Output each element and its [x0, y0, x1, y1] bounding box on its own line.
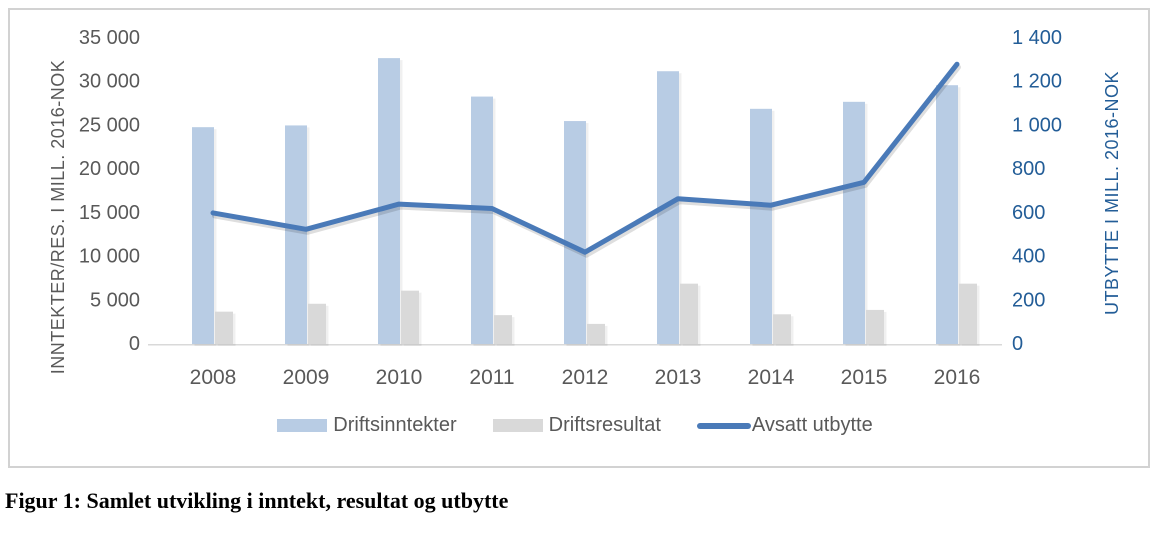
bar-driftsresultat-2008 — [215, 311, 233, 344]
bar-driftsinntekter-2016 — [936, 85, 958, 344]
right-axis-tick: 1 400 — [1012, 27, 1062, 49]
legend-label-driftsinntekter: Driftsinntekter — [333, 414, 457, 436]
line-shadow — [212, 64, 961, 258]
left-axis-tick: 25 000 — [79, 114, 140, 136]
x-axis-labels: 2008 2009 2010 2011 2012 2013 2014 2015 2016 — [190, 366, 981, 389]
avsatt-utbytte-line-swatch-icon — [696, 422, 751, 429]
chart-canvas: 0 5 000 10 000 15 000 20 000 25 000 30 000 35 0… — [79, 27, 1062, 389]
bar-driftsresultat-2009 — [308, 303, 326, 344]
legend-item-driftsresultat: Driftsresultat — [492, 414, 661, 437]
bar-driftsresultat-2014 — [773, 314, 791, 344]
legend-label-driftsresultat: Driftsresultat — [548, 414, 661, 436]
left-axis-tick: 0 — [129, 333, 140, 355]
right-axis-tick-labels: 0 200 400 600 800 1 000 1 200 1 400 — [1012, 27, 1062, 355]
bar-driftsinntekter-2014 — [750, 108, 772, 345]
bar-driftsinntekter-2011 — [471, 96, 493, 344]
x-axis-label-2010: 2010 — [376, 366, 423, 389]
left-axis-tick: 10 000 — [79, 246, 140, 268]
left-axis-tick: 20 000 — [79, 158, 140, 180]
right-axis-tick: 600 — [1012, 202, 1045, 224]
left-axis-title: INNTEKTER/RES. I MILL. 2016-NOK — [48, 59, 68, 375]
bar-driftsinntekter-2009 — [285, 125, 307, 344]
bar-driftsresultat-2010 — [401, 290, 419, 344]
x-axis-label-2012: 2012 — [562, 366, 609, 389]
driftsresultat-swatch-icon — [492, 419, 543, 432]
left-axis-tick: 35 000 — [79, 27, 140, 49]
bar-driftsinntekter-2010 — [378, 58, 400, 344]
bar-driftsinntekter-2008 — [192, 127, 214, 344]
bar-driftsinntekter-2012 — [564, 121, 586, 344]
bar-driftsinntekter-2015 — [843, 101, 865, 344]
bar-driftsresultat-2016 — [959, 283, 977, 344]
bar-driftsresultat-2012 — [587, 323, 605, 344]
legend-item-avsatt-utbytte: Avsatt utbytte — [696, 414, 873, 437]
left-axis-tick: 5 000 — [90, 289, 140, 311]
bars-driftsinntekter — [192, 58, 961, 347]
left-axis-tick: 30 000 — [79, 71, 140, 93]
x-axis-label-2013: 2013 — [655, 366, 702, 389]
bar-driftsresultat-2013 — [680, 283, 698, 344]
right-axis-tick: 0 — [1012, 333, 1023, 355]
x-axis-label-2009: 2009 — [283, 366, 330, 389]
right-axis-tick: 800 — [1012, 158, 1045, 180]
legend-label-avsatt-utbytte: Avsatt utbytte — [751, 414, 873, 436]
x-axis-label-2014: 2014 — [748, 366, 795, 389]
line-path — [210, 61, 960, 255]
left-axis-tick: 15 000 — [79, 202, 140, 224]
chart-legend: Driftsinntekter Driftsresultat Avsatt ut… — [140, 414, 1010, 437]
bar-driftsresultat-2015 — [866, 309, 884, 344]
bar-driftsinntekter-2013 — [657, 71, 679, 345]
right-axis-tick: 1 200 — [1012, 71, 1062, 93]
x-axis-label-2015: 2015 — [841, 366, 888, 389]
right-axis-tick: 400 — [1012, 246, 1045, 268]
driftsinntekter-swatch-icon — [277, 419, 328, 432]
figure-caption: Figur 1: Samlet utvikling i inntekt, res… — [5, 488, 509, 513]
x-axis-label-2016: 2016 — [934, 366, 981, 389]
right-axis-title: UTBYTTE I MILL. 2016-NOK — [1102, 70, 1122, 316]
chart-frame: 0 5 000 10 000 15 000 20 000 25 000 30 000 35 0… — [8, 8, 1150, 468]
line-avsatt-utbytte — [210, 61, 961, 258]
left-axis-tick-labels: 0 5 000 10 000 15 000 20 000 25 000 30 000 35 0… — [79, 27, 140, 355]
bars-driftsresultat — [215, 283, 980, 346]
legend-item-driftsinntekter: Driftsinntekter — [277, 414, 457, 437]
x-axis-label-2008: 2008 — [190, 366, 237, 389]
right-axis-tick: 1 000 — [1012, 114, 1062, 136]
x-axis-label-2011: 2011 — [469, 366, 514, 389]
bar-driftsresultat-2011 — [494, 315, 512, 344]
right-axis-tick: 200 — [1012, 289, 1045, 311]
